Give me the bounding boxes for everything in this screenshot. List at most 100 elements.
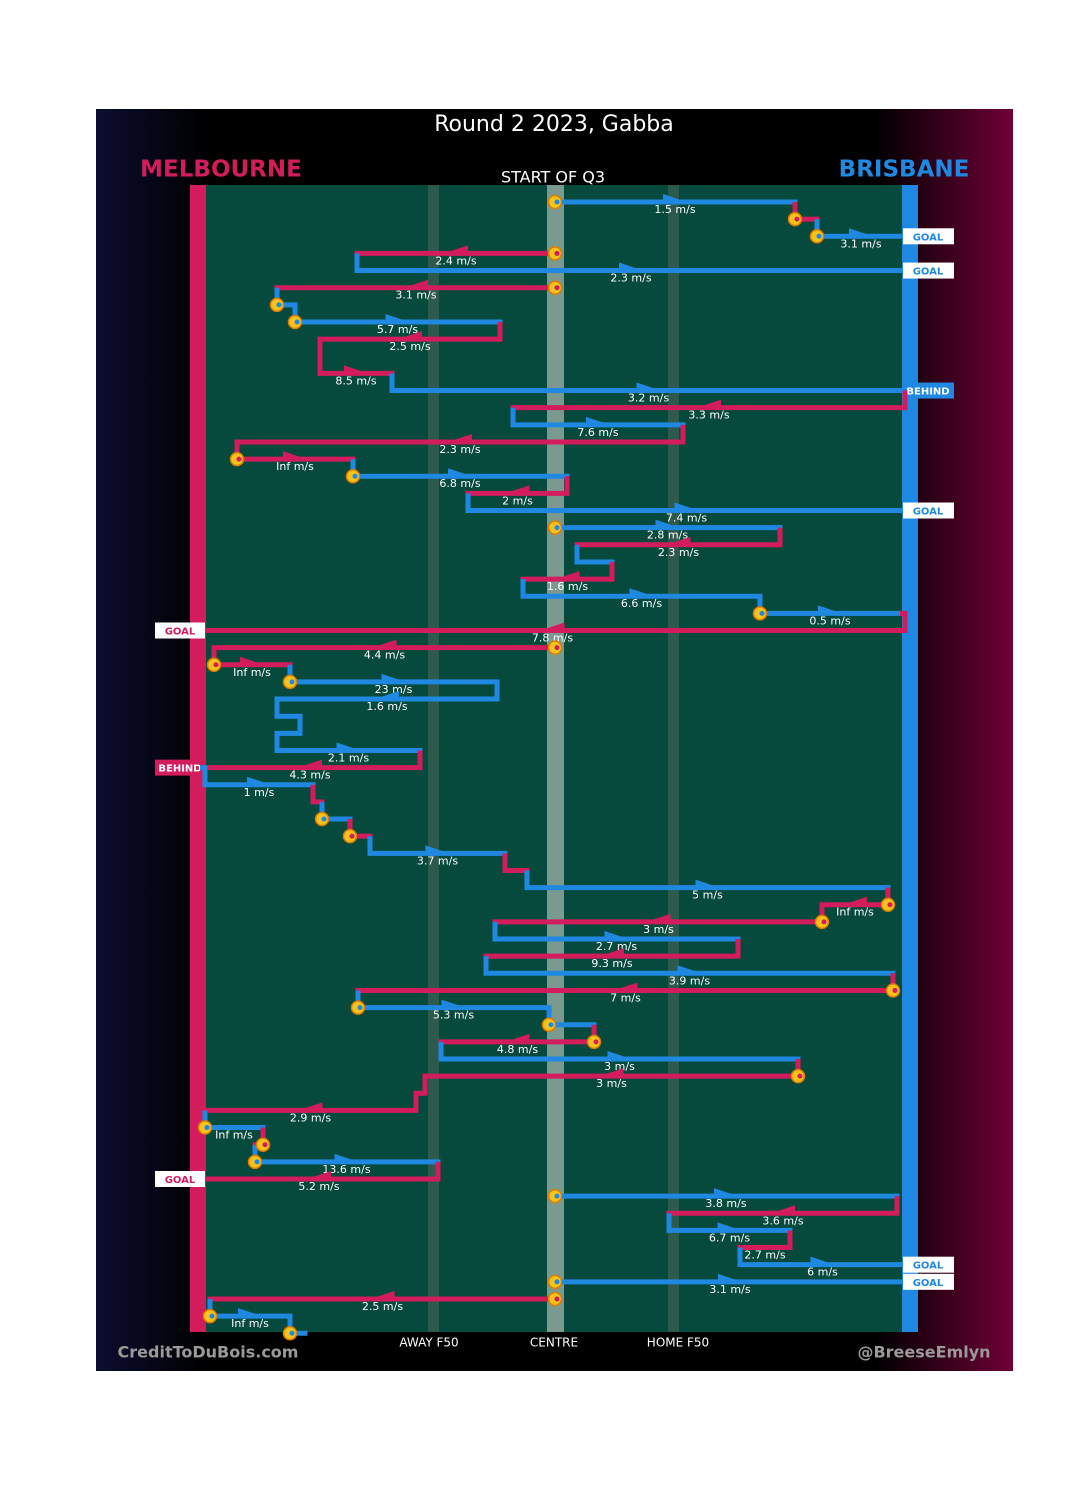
- brisbane-goal-line: [902, 185, 918, 1332]
- speed-label: 1.6 m/s: [366, 700, 407, 713]
- possession-start-core: [294, 319, 300, 325]
- possession-start-core: [797, 1073, 803, 1079]
- speed-label: 2.5 m/s: [362, 1300, 403, 1313]
- direction-arrow: [444, 245, 468, 254]
- speed-label: 8.5 m/s: [335, 374, 376, 387]
- field-label: AWAY F50: [399, 1336, 458, 1350]
- speed-label: 5 m/s: [692, 889, 723, 902]
- outcome-label: GOAL: [913, 507, 944, 518]
- outcome-box: [903, 262, 954, 279]
- possession-start-core: [554, 199, 560, 205]
- possession-start-core: [759, 610, 765, 616]
- speed-label: 2 m/s: [502, 494, 533, 507]
- speed-label: 3.6 m/s: [762, 1214, 803, 1227]
- speed-label: 3 m/s: [604, 1060, 635, 1073]
- centre-line: [547, 185, 564, 1332]
- speed-label: 2.9 m/s: [290, 1111, 331, 1124]
- speed-label: 4.4 m/s: [364, 649, 405, 662]
- outcome-box: [903, 228, 954, 245]
- possession-start-core: [816, 233, 822, 239]
- direction-arrow: [247, 776, 271, 785]
- direction-arrow: [505, 1033, 530, 1042]
- direction-arrow: [240, 656, 264, 665]
- speed-label: 4.8 m/s: [497, 1043, 538, 1056]
- speed-label: 9.3 m/s: [591, 957, 632, 970]
- outcome-label: BEHIND: [906, 387, 949, 398]
- direction-arrow: [695, 879, 720, 888]
- speed-label: 2.8 m/s: [647, 529, 688, 542]
- connector: [900, 610, 908, 631]
- speed-label: 1 m/s: [244, 786, 275, 799]
- direction-arrow: [663, 194, 687, 202]
- outcome-box: [903, 1256, 954, 1273]
- away-f50-line: [428, 185, 439, 1332]
- possession-start-core: [892, 987, 898, 993]
- direction-arrow: [555, 571, 580, 580]
- speed-label: 1.6 m/s: [547, 580, 588, 593]
- speed-label: 3.8 m/s: [705, 1197, 746, 1210]
- possession-start-core: [357, 1005, 363, 1011]
- speed-label: 23 m/s: [375, 683, 413, 696]
- speed-label: Inf m/s: [276, 460, 314, 473]
- left-team: MELBOURNE: [140, 157, 302, 183]
- credit: CreditToDuBois.com: [118, 1343, 299, 1362]
- direction-arrow: [843, 896, 867, 905]
- direction-arrow: [599, 1068, 624, 1077]
- direction-arrow: [381, 673, 406, 682]
- direction-arrow: [448, 468, 472, 477]
- possession-start-core: [554, 1296, 560, 1302]
- speed-label: 3 m/s: [596, 1077, 627, 1090]
- possession-start-core: [236, 456, 242, 462]
- speed-label: 7.8 m/s: [532, 632, 573, 645]
- direction-arrow: [398, 331, 422, 340]
- right-team: BRISBANE: [839, 157, 970, 183]
- speed-label: 3.2 m/s: [628, 392, 669, 405]
- speed-label: 5.7 m/s: [377, 323, 418, 336]
- direction-arrow: [600, 948, 624, 957]
- outcome-box: [155, 759, 205, 776]
- direction-arrow: [283, 451, 307, 460]
- possession-start-core: [593, 1039, 599, 1045]
- possession-start-core: [554, 285, 560, 291]
- speed-label: 7.6 m/s: [577, 426, 618, 439]
- direction-arrow: [619, 262, 643, 271]
- speed-label: 6 m/s: [807, 1266, 838, 1279]
- field-label: CENTRE: [530, 1336, 578, 1350]
- speed-label: 2.3 m/s: [658, 546, 699, 559]
- speed-label: 6.6 m/s: [621, 597, 662, 610]
- direction-arrow: [372, 639, 397, 648]
- speed-label: 2.1 m/s: [328, 751, 369, 764]
- speed-label: 5.2 m/s: [298, 1180, 339, 1193]
- speed-label: 0.5 m/s: [809, 614, 850, 627]
- direction-arrow: [771, 1205, 795, 1214]
- direction-arrow: [607, 1051, 632, 1059]
- direction-arrow: [674, 502, 699, 511]
- outcome-label: GOAL: [165, 1175, 196, 1186]
- possession-start-core: [204, 1125, 210, 1131]
- outcome-box: [903, 382, 954, 399]
- direction-arrow: [718, 1273, 742, 1282]
- possession-start-core: [554, 1279, 560, 1285]
- credit: @BreeseEmlyn: [857, 1343, 990, 1362]
- possession-start-core: [321, 816, 327, 822]
- possession-start-core: [554, 1193, 560, 1199]
- direction-arrow: [344, 365, 368, 374]
- speed-label: 7.4 m/s: [666, 512, 707, 525]
- connector: [200, 765, 208, 785]
- direction-arrow: [717, 1222, 742, 1231]
- speed-label: Inf m/s: [215, 1129, 253, 1142]
- direction-arrow: [604, 931, 629, 940]
- direction-arrow: [677, 965, 702, 974]
- possession-start-core: [289, 1330, 295, 1336]
- possession-start-core: [548, 1022, 554, 1028]
- speed-label: 3.1 m/s: [395, 289, 436, 302]
- possession-start-core: [349, 833, 355, 839]
- speed-label: 3.9 m/s: [669, 974, 710, 987]
- speed-label: 2.7 m/s: [596, 940, 637, 953]
- start-label: START OF Q3: [501, 168, 605, 187]
- field-label: HOME F50: [647, 1336, 709, 1350]
- direction-arrow: [375, 691, 399, 700]
- speed-label: 1.5 m/s: [654, 203, 695, 216]
- possession-start-core: [554, 250, 560, 256]
- direction-arrow: [540, 622, 565, 631]
